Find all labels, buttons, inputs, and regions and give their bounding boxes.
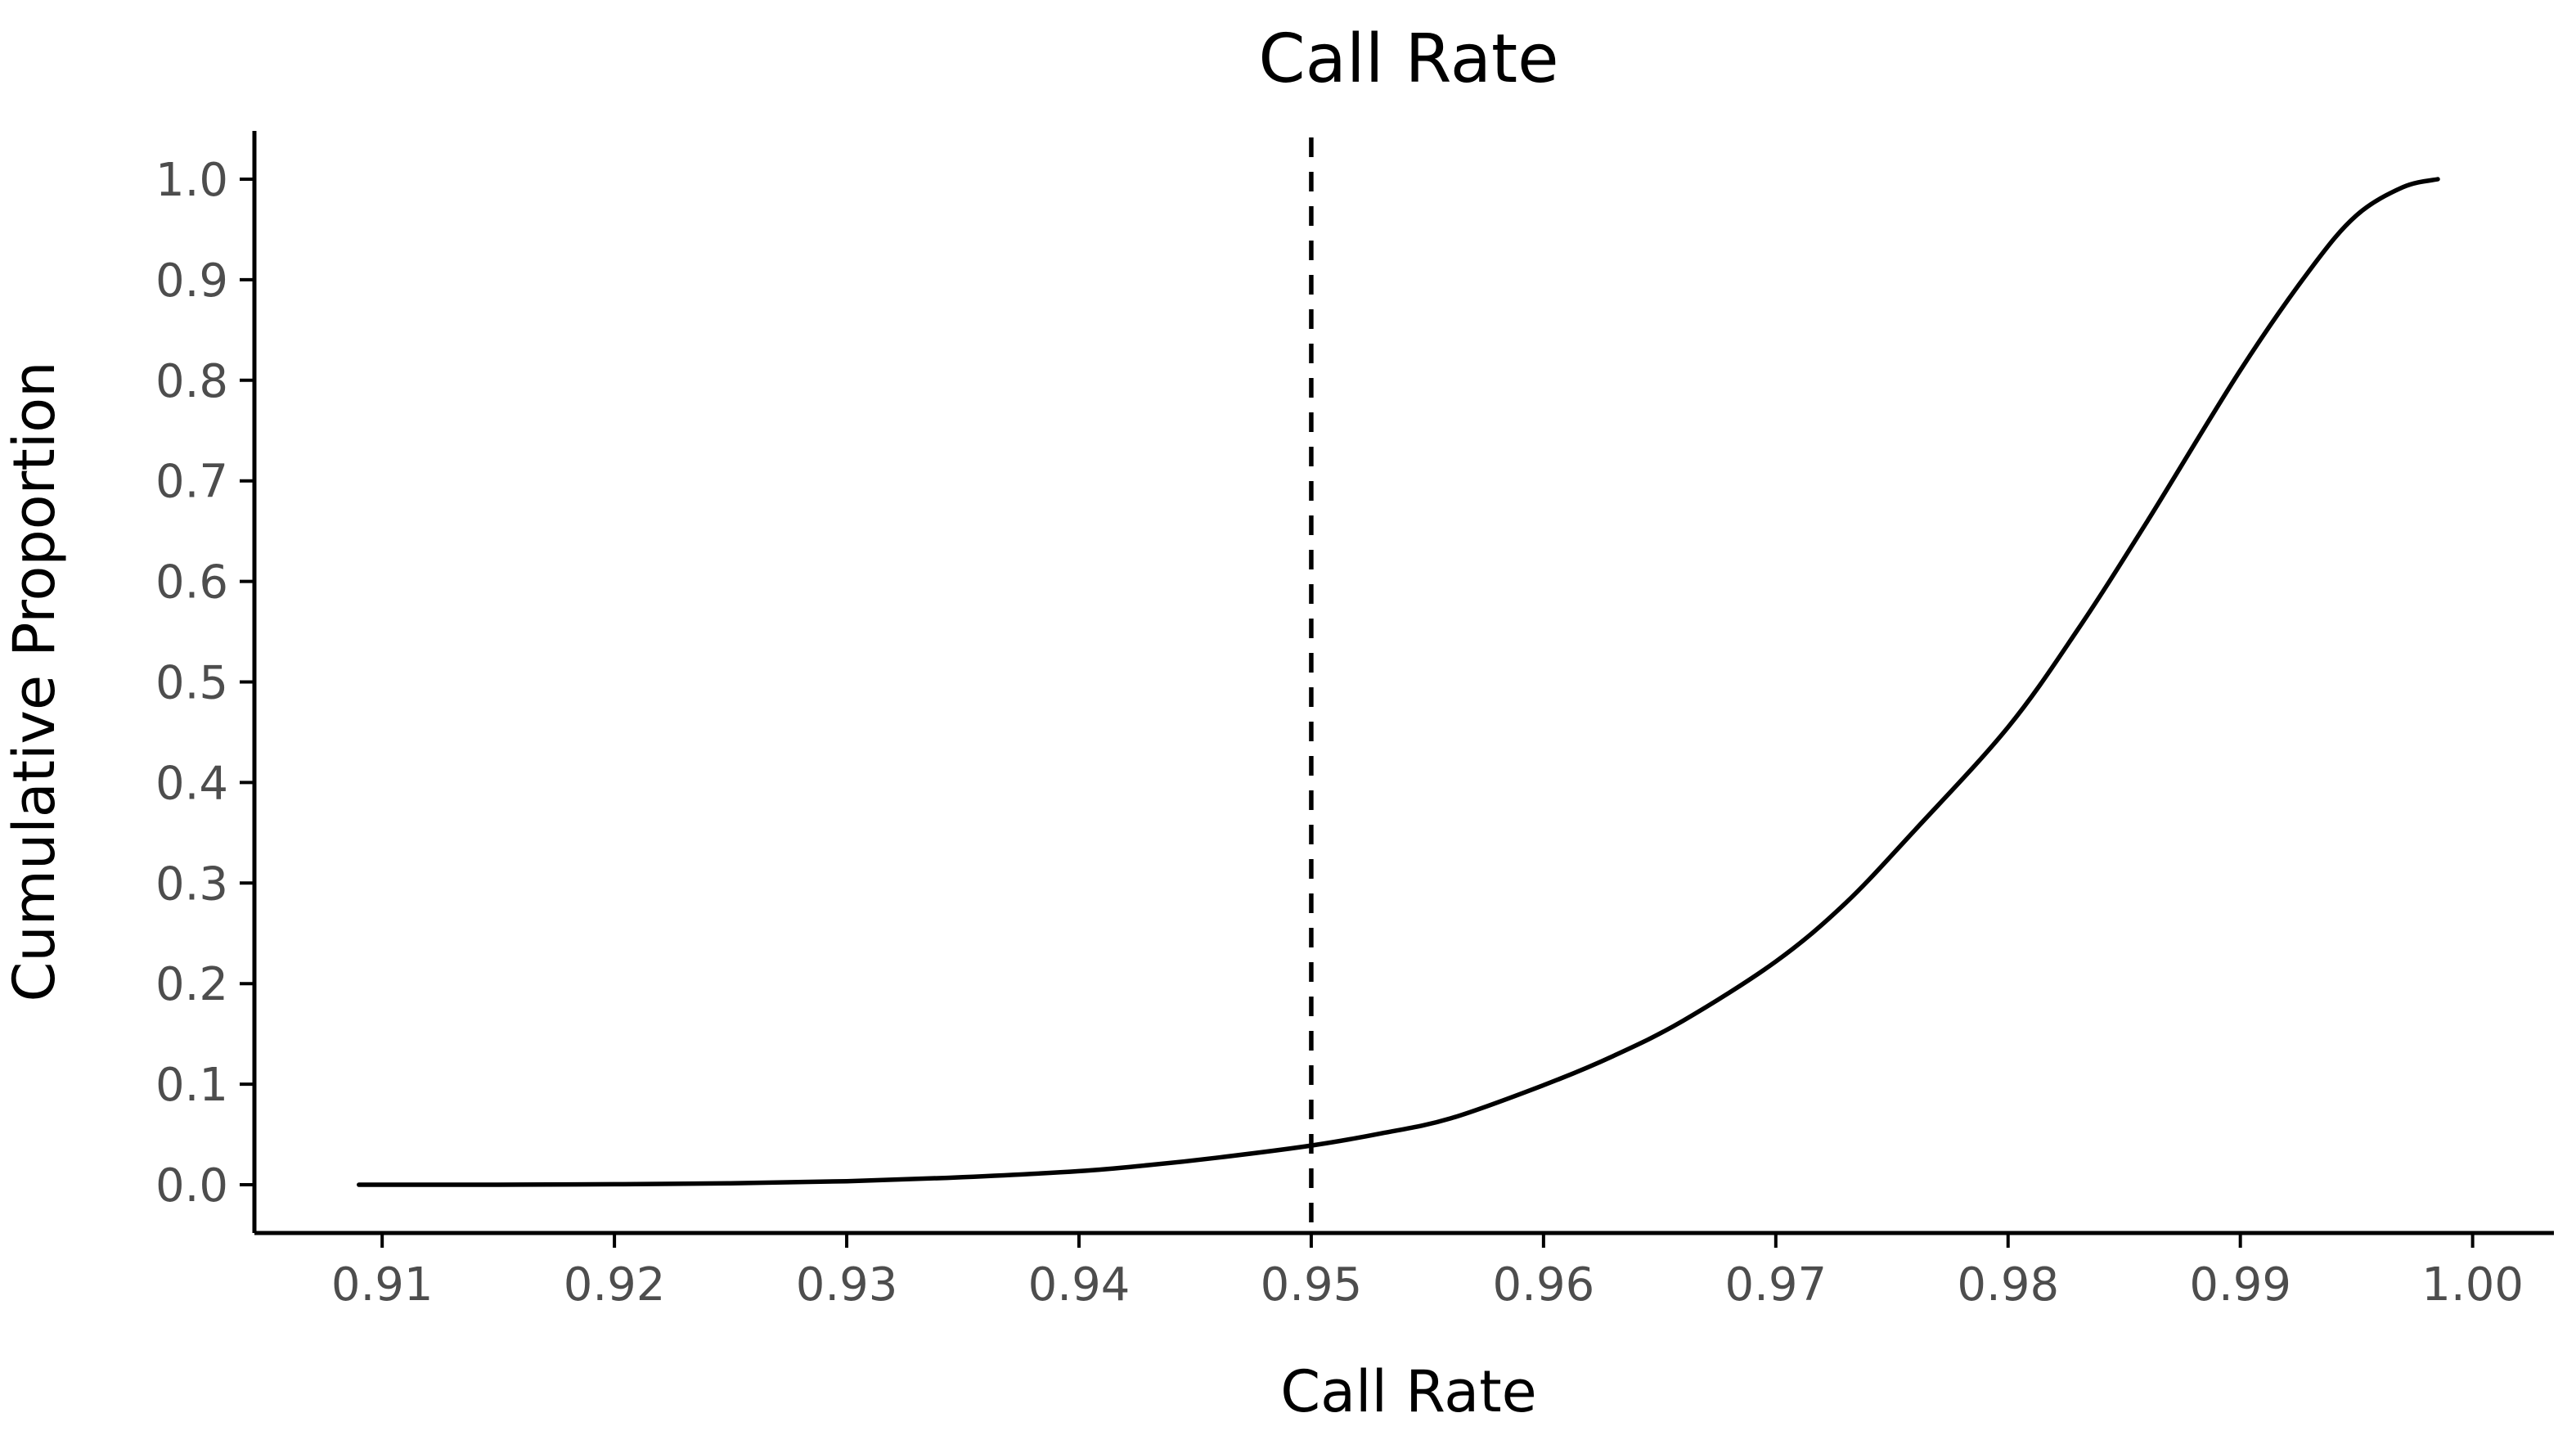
- y-tick-label: 0.7: [155, 456, 228, 509]
- y-tick-label: 0.3: [155, 857, 228, 911]
- y-tick-label: 0.2: [155, 958, 228, 1011]
- x-axis-title: Call Rate: [1280, 1358, 1536, 1425]
- x-tick-label: 0.98: [1957, 1258, 2059, 1312]
- series-line: [357, 177, 2440, 1187]
- y-tick-label: 0.9: [155, 254, 228, 308]
- plot-area: [357, 137, 2440, 1233]
- x-tick-label: 0.95: [1261, 1258, 1363, 1312]
- y-tick-label: 0.8: [155, 355, 228, 408]
- y-axis-title: Cumulative Proportion: [1, 362, 68, 1002]
- y-tick-label: 1.0: [155, 154, 228, 207]
- x-tick-label: 0.93: [796, 1258, 898, 1312]
- x-tick-label: 0.96: [1493, 1258, 1595, 1312]
- x-axis-ticks: 0.91 0.92 0.93 0.94 0.95 0.96 0.97 0.98 0.99 1.00: [331, 1233, 2524, 1312]
- x-tick-label: 0.91: [331, 1258, 434, 1312]
- x-tick-label: 0.94: [1028, 1258, 1131, 1312]
- y-tick-label: 0.1: [155, 1059, 228, 1112]
- y-axis-ticks: 0.0 0.1 0.2 0.3 0.4 0.5 0.6 0.7 0.8 0.9 1.0: [155, 154, 254, 1213]
- y-tick-label: 0.6: [155, 556, 228, 610]
- y-tick-label: 0.0: [155, 1159, 228, 1213]
- x-tick-label: 0.99: [2189, 1258, 2291, 1312]
- x-tick-label: 0.97: [1724, 1258, 1827, 1312]
- x-tick-label: 0.92: [564, 1258, 666, 1312]
- y-tick-label: 0.4: [155, 757, 228, 810]
- x-tick-label: 1.00: [2421, 1258, 2524, 1312]
- y-tick-label: 0.5: [155, 657, 228, 710]
- chart-title: Call Rate: [1258, 20, 1558, 98]
